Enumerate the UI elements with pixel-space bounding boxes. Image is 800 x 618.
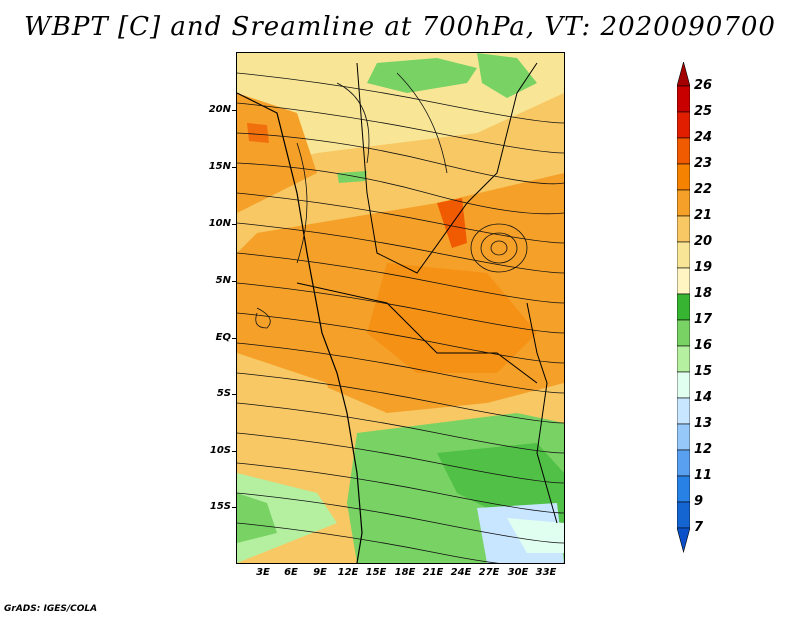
lat-tick	[232, 507, 237, 508]
colorbar-level-label: 14	[694, 390, 713, 405]
colorbar-level-label: 26	[694, 78, 713, 93]
colorbar-top-triangle	[677, 62, 690, 87]
footer-credit: GrADS: IGES/COLA	[4, 604, 98, 614]
colorbar-swatch	[677, 85, 690, 113]
colorbar-swatch	[677, 189, 690, 217]
colorbar-level-label: 12	[694, 442, 713, 457]
lat-tick	[232, 394, 237, 395]
colorbar-swatch	[677, 293, 690, 321]
lat-label: EQ	[215, 332, 231, 343]
lat-label: 15N	[208, 161, 231, 172]
lat-tick	[232, 338, 237, 339]
chart-title: WBPT [C] and Sreamline at 700hPa, VT: 20…	[24, 12, 776, 42]
colorbar-level-label: 17	[694, 312, 713, 327]
lon-label: 27E	[478, 567, 500, 578]
colorbar-level-label: 9	[694, 494, 704, 509]
colorbar-level-label: 11	[694, 468, 713, 483]
lat-tick	[232, 281, 237, 282]
lat-label: 5N	[215, 275, 231, 286]
colorbar-swatch	[677, 501, 690, 529]
colorbar-level-label: 23	[694, 156, 713, 171]
colorbar-swatch	[677, 111, 690, 139]
colorbar-level-label: 15	[694, 364, 713, 379]
lon-label: 30E	[507, 567, 529, 578]
colorbar-swatch	[677, 371, 690, 399]
lat-tick	[232, 451, 237, 452]
colorbar-level-label: 19	[694, 260, 713, 275]
lon-label: 12E	[337, 567, 359, 578]
lon-label: 33E	[535, 567, 557, 578]
colorbar-swatch	[677, 267, 690, 295]
lat-tick	[232, 224, 237, 225]
colorbar-bottom-triangle	[677, 527, 690, 554]
colorbar-swatch	[677, 215, 690, 243]
colorbar-swatch	[677, 449, 690, 477]
colorbar-swatch	[677, 475, 690, 503]
map-panel	[236, 52, 565, 564]
lon-label: 21E	[422, 567, 444, 578]
lat-label: 10S	[209, 445, 231, 456]
lat-label: 20N	[208, 104, 231, 115]
lat-tick	[232, 167, 237, 168]
lon-label: 9E	[313, 567, 327, 578]
lat-tick	[232, 110, 237, 111]
colorbar-swatch	[677, 423, 690, 451]
lon-label: 15E	[365, 567, 387, 578]
lat-label: 15S	[209, 501, 231, 512]
colorbar-swatch	[677, 345, 690, 373]
colorbar-level-label: 24	[694, 130, 713, 145]
colorbar-level-label: 16	[694, 338, 713, 353]
colorbar-swatch	[677, 241, 690, 269]
colorbar-swatch	[677, 163, 690, 191]
colorbar-swatch	[677, 319, 690, 347]
colorbar-swatch	[677, 397, 690, 425]
lat-label: 5S	[216, 388, 231, 399]
colorbar-level-label: 7	[694, 520, 704, 535]
colorbar-level-label: 22	[694, 182, 713, 197]
lon-label: 6E	[284, 567, 298, 578]
lon-label: 24E	[450, 567, 472, 578]
colorbar-level-label: 25	[694, 104, 713, 119]
colorbar-level-label: 20	[694, 234, 713, 249]
colorbar	[677, 62, 690, 554]
lon-label: 3E	[256, 567, 270, 578]
colorbar-level-label: 13	[694, 416, 713, 431]
colorbar-level-label: 18	[694, 286, 713, 301]
colorbar-swatch	[677, 137, 690, 165]
wbpt-field	[237, 53, 564, 563]
lat-label: 10N	[208, 218, 231, 229]
colorbar-level-label: 21	[694, 208, 713, 223]
lon-label: 18E	[394, 567, 416, 578]
